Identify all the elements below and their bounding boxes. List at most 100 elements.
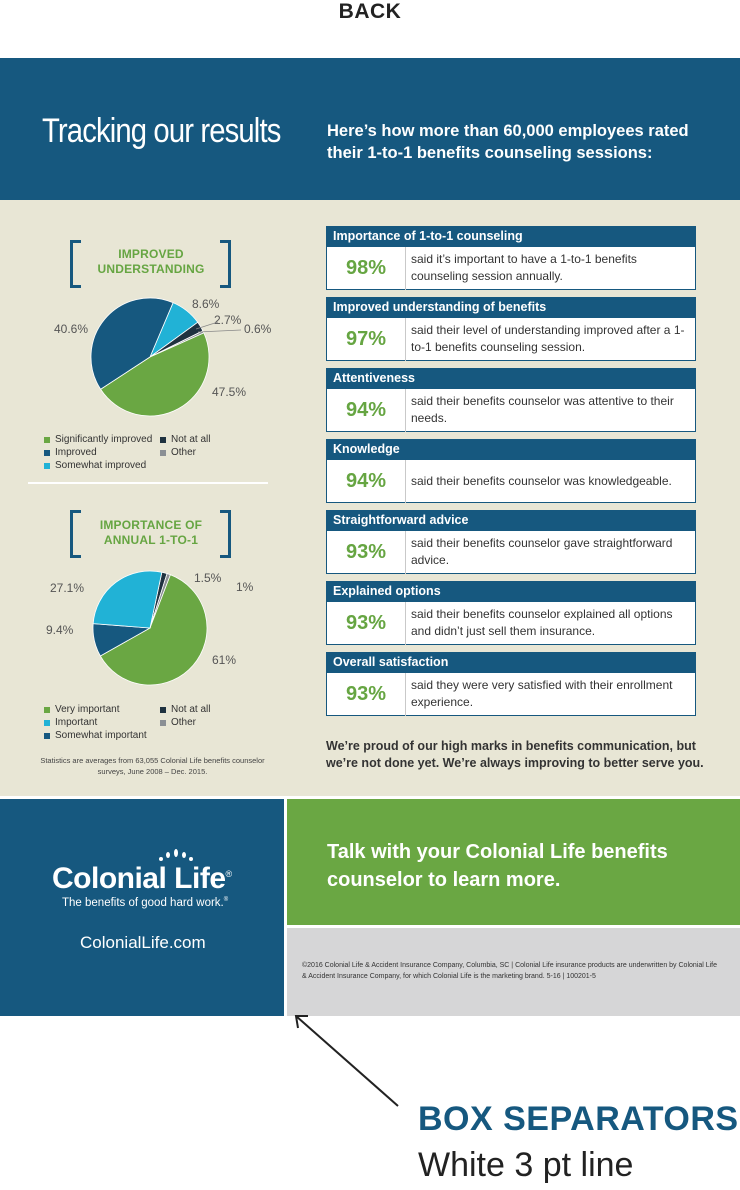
footer-logo-box [0, 799, 284, 1016]
footer-cta-box [287, 799, 740, 925]
legend-label: Other [171, 717, 197, 728]
logo-name-text: Colonial Life [52, 862, 226, 895]
pie1-label-somewhat: 8.6% [192, 297, 220, 311]
stat-box: Improved understanding of benefits 97% s… [326, 297, 696, 361]
header-subtitle: Here’s how more than 60,000 employees ra… [327, 122, 689, 162]
stat-description: said they were very satisfied with their… [411, 678, 673, 709]
stat-row: 98% said it’s important to have a 1-to-1… [326, 246, 696, 290]
legend1-item: Improved [44, 447, 97, 458]
pie2-label-other: 1% [236, 580, 254, 594]
stat-title: Attentiveness [326, 368, 696, 389]
pie-slice-important [92, 570, 163, 629]
pie2-label-very: 61% [212, 653, 237, 667]
chart1-heading-line2: UNDERSTANDING [97, 262, 205, 276]
stat-percentage: 93% [327, 672, 406, 716]
stat-row: 93% said they were very satisfied with t… [326, 672, 696, 716]
stat-row: 94% said their benefits counselor was at… [326, 388, 696, 432]
legend-label: Somewhat improved [55, 460, 147, 471]
pie2-label-important: 27.1% [50, 581, 85, 595]
stat-percentage: 94% [327, 388, 406, 432]
pie1-label-other: 0.6% [244, 322, 272, 336]
stat-description: said their benefits counselor was attent… [411, 394, 674, 425]
closing-statement: We’re proud of our high marks in benefit… [326, 739, 704, 770]
pie1-leader-lines [196, 321, 242, 333]
stat-title: Overall satisfaction [326, 652, 696, 673]
page-title: Tracking our results [42, 112, 281, 150]
bracket-right-icon [220, 510, 231, 558]
legend2-item: Somewhat important [44, 730, 147, 741]
stat-row: 94% said their benefits counselor was kn… [326, 459, 696, 503]
arrow-icon [294, 1015, 399, 1107]
pie-slice-very-important [99, 574, 208, 686]
legend-label: Other [171, 447, 197, 458]
pie-chart-importance [92, 570, 208, 686]
stat-box: Explained options 93% said their benefit… [326, 581, 696, 645]
legend-swatch [44, 732, 50, 739]
legend-swatch [44, 449, 50, 456]
logo-tagline-text: The benefits of good hard work. [62, 897, 224, 909]
website-link[interactable]: ColonialLife.com [80, 933, 206, 952]
legal-text: ©2016 Colonial Life & Accident Insurance… [302, 962, 718, 980]
annotation-title: BOX SEPARATORS [418, 1100, 739, 1138]
legend-label: Very important [55, 704, 120, 715]
stat-description: said it’s important to have a 1-to-1 ben… [411, 252, 637, 283]
pie-slice-significantly-improved [100, 332, 210, 417]
logo-registered-mark: ® [225, 869, 233, 879]
logo-tagline: The benefits of good hard work.® [62, 897, 228, 909]
stat-box: Straightforward advice 93% said their be… [326, 510, 696, 574]
logo-wordmark: Colonial Life® [52, 862, 232, 896]
legend-swatch [44, 719, 50, 726]
legend1-item: Significantly improved [44, 434, 152, 445]
stat-box: Overall satisfaction 93% said they were … [326, 652, 696, 716]
statistics-footnote: Statistics are averages from 63,055 Colo… [40, 756, 265, 776]
footer-legal-box [287, 928, 740, 1016]
chart2-heading: IMPORTANCE OF ANNUAL 1-TO-1 [82, 518, 220, 548]
pie-chart-understanding [90, 297, 210, 417]
stat-percentage: 93% [327, 530, 406, 574]
stat-row: 93% said their benefits counselor explai… [326, 601, 696, 645]
stat-title: Knowledge [326, 439, 696, 460]
pie2-label-somewhat: 9.4% [46, 623, 74, 637]
pie-slice-improved [90, 297, 174, 390]
header-band [0, 58, 740, 200]
stat-row: 93% said their benefits counselor gave s… [326, 530, 696, 574]
stat-description: said their benefits counselor explained … [411, 607, 673, 638]
annotation-subtitle: White 3 pt line [418, 1146, 634, 1184]
stat-box: Attentiveness 94% said their benefits co… [326, 368, 696, 432]
pie1-label-notatall: 2.7% [214, 313, 242, 327]
pie1-label-significantly: 47.5% [212, 385, 247, 399]
chart1-heading: IMPROVED UNDERSTANDING [82, 247, 220, 277]
stat-percentage: 98% [327, 246, 406, 290]
stat-description: said their level of understanding improv… [411, 323, 685, 354]
legend-swatch [160, 706, 166, 713]
legend-label: Not at all [171, 434, 211, 445]
chart2-heading-line2: ANNUAL 1-TO-1 [103, 533, 199, 547]
back-label: BACK [338, 0, 402, 23]
legend1-item: Other [160, 447, 196, 458]
stat-title: Improved understanding of benefits [326, 297, 696, 318]
legend-label: Not at all [171, 704, 211, 715]
stat-title: Importance of 1-to-1 counseling [326, 226, 696, 247]
stat-description: said their benefits counselor was knowle… [411, 473, 672, 488]
logo-dots-icon [159, 849, 193, 861]
stat-box: Importance of 1-to-1 counseling 98% said… [326, 226, 696, 290]
legend1-item: Not at all [160, 434, 210, 445]
legend2-item: Not at all [160, 704, 210, 715]
legend-swatch [160, 436, 166, 443]
legend-label: Somewhat important [55, 730, 147, 741]
legend-label: Significantly improved [55, 434, 153, 445]
bracket-left-icon [70, 510, 81, 558]
stat-row: 97% said their level of understanding im… [326, 317, 696, 361]
legend-swatch [160, 449, 166, 456]
legend-swatch [44, 462, 50, 469]
legend-swatch [160, 719, 166, 726]
pie1-label-improved: 40.6% [54, 322, 89, 336]
bracket-left-icon [70, 240, 81, 288]
legend1-item: Somewhat improved [44, 460, 146, 471]
stat-description: said their benefits counselor gave strai… [411, 536, 673, 567]
legend2-item: Important [44, 717, 97, 728]
logo-tagline-mark: ® [223, 897, 229, 904]
call-to-action: Talk with your Colonial Life benefits co… [327, 841, 668, 891]
chart2-heading-line1: IMPORTANCE OF [99, 518, 203, 532]
stat-percentage: 93% [327, 601, 406, 645]
